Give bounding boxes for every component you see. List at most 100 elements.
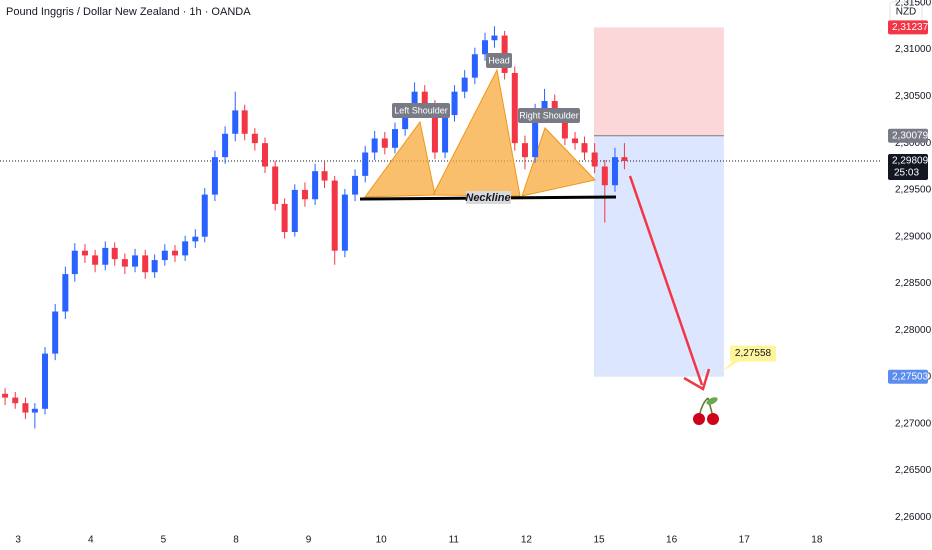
currency-label: NZD [896,7,917,18]
right-shoulder-shape [521,127,596,197]
left-shoulder-label-bg [392,103,450,118]
y-tick-label: 2,30000 [895,138,932,149]
target-price-label-bg [888,369,928,384]
candle-body [171,250,178,256]
y-tick-label: 2,26000 [895,512,932,523]
x-tick-label: 3 [15,535,21,546]
callout-tail [722,359,742,372]
head-label: Head [488,55,510,65]
x-tick-label: 10 [376,535,388,546]
candle-body [22,403,29,413]
candle-body [151,260,158,273]
candle-body [31,408,38,413]
target-price-label: 2,27503 [892,371,929,382]
candle-body [352,175,359,195]
entry-price-label: 2,30079 [892,130,929,141]
current-price-label-bg [888,153,928,180]
stop-price-label-bg [888,20,928,35]
x-tick-label: 5 [161,535,167,546]
candle-body [381,138,388,148]
candle-body [222,133,229,158]
candle-body [301,189,308,200]
y-tick-label: 2,31000 [895,44,932,55]
stop-price-label: 2,31237 [892,22,929,33]
candle-body [341,194,348,251]
candle-body [111,247,118,260]
candle-body [121,259,128,267]
candle-body [52,311,59,354]
candle-body [491,35,498,41]
candle-body [132,255,139,267]
candle-body [12,397,19,404]
x-tick-label: 15 [593,535,605,546]
forecast-arrow-head [683,368,711,391]
candle-body [142,255,149,273]
y-tick-label: 2,27000 [895,418,932,429]
candle-body [442,115,449,153]
candle-body [62,274,69,312]
candle-body [621,157,628,161]
candle-body [232,110,239,134]
y-tick-label: 2,26500 [895,465,932,476]
candle-body [182,241,189,256]
entry-price-label-bg [888,128,928,143]
x-tick-label: 18 [811,535,823,546]
x-tick-label: 4 [88,535,94,546]
stop-zone [593,27,724,136]
x-tick-label: 9 [306,535,312,546]
candle-body [241,110,248,134]
neckline-label-bg [466,191,511,204]
x-tick-label: 8 [233,535,239,546]
right-shoulder-label-bg [518,108,580,123]
candle-body [192,236,199,242]
candle-body [321,171,328,181]
right-shoulder-label: Right Shoulder [519,110,579,120]
head-label-bg [486,53,512,68]
candle-body [572,138,579,144]
candle-body [402,110,409,130]
candle-body [421,91,428,106]
countdown-label: 25:03 [894,168,919,179]
candle-body [511,72,518,144]
candle-body [391,129,398,148]
candle-body [161,250,168,261]
candle-body [2,393,9,398]
cherry-icon [693,397,719,425]
candle-body [362,152,369,176]
candle-body [71,250,78,275]
candle-body [532,110,539,158]
candle-body [561,115,568,139]
left-shoulder-shape [363,120,436,198]
candle-body [291,189,298,232]
callout-bg [730,345,776,362]
y-tick-label: 2,28000 [895,325,932,336]
candle-body [42,353,49,409]
candle-body [611,157,618,186]
candle-body [281,203,288,232]
candle-body [272,166,279,204]
candle-body [581,143,588,153]
x-tick-label: 17 [739,535,751,546]
candle-body [211,157,218,195]
candle-body [591,152,598,167]
candle-body [431,105,438,153]
x-tick-label: 16 [666,535,678,546]
candle-body [92,255,99,265]
forecast-arrow [628,175,704,386]
chart-title: Pound Inggris / Dollar New Zealand · 1h … [6,6,251,18]
callout-label: 2,27558 [735,348,772,359]
candle-body [102,247,109,265]
candle-body [331,180,338,251]
neckline-label: Neckline [465,192,510,204]
candle-body [601,166,608,186]
y-tick-label: 2,29500 [895,185,932,196]
candle-body [312,171,319,200]
left-shoulder-label: Left Shoulder [394,105,448,115]
x-tick-label: 12 [521,535,533,546]
candle-body [521,143,528,158]
y-tick-label: 2,28500 [895,278,932,289]
y-tick-label: 2,30500 [895,91,932,102]
y-tick-label: 2,31500 [895,0,932,8]
candle-body [541,101,548,111]
